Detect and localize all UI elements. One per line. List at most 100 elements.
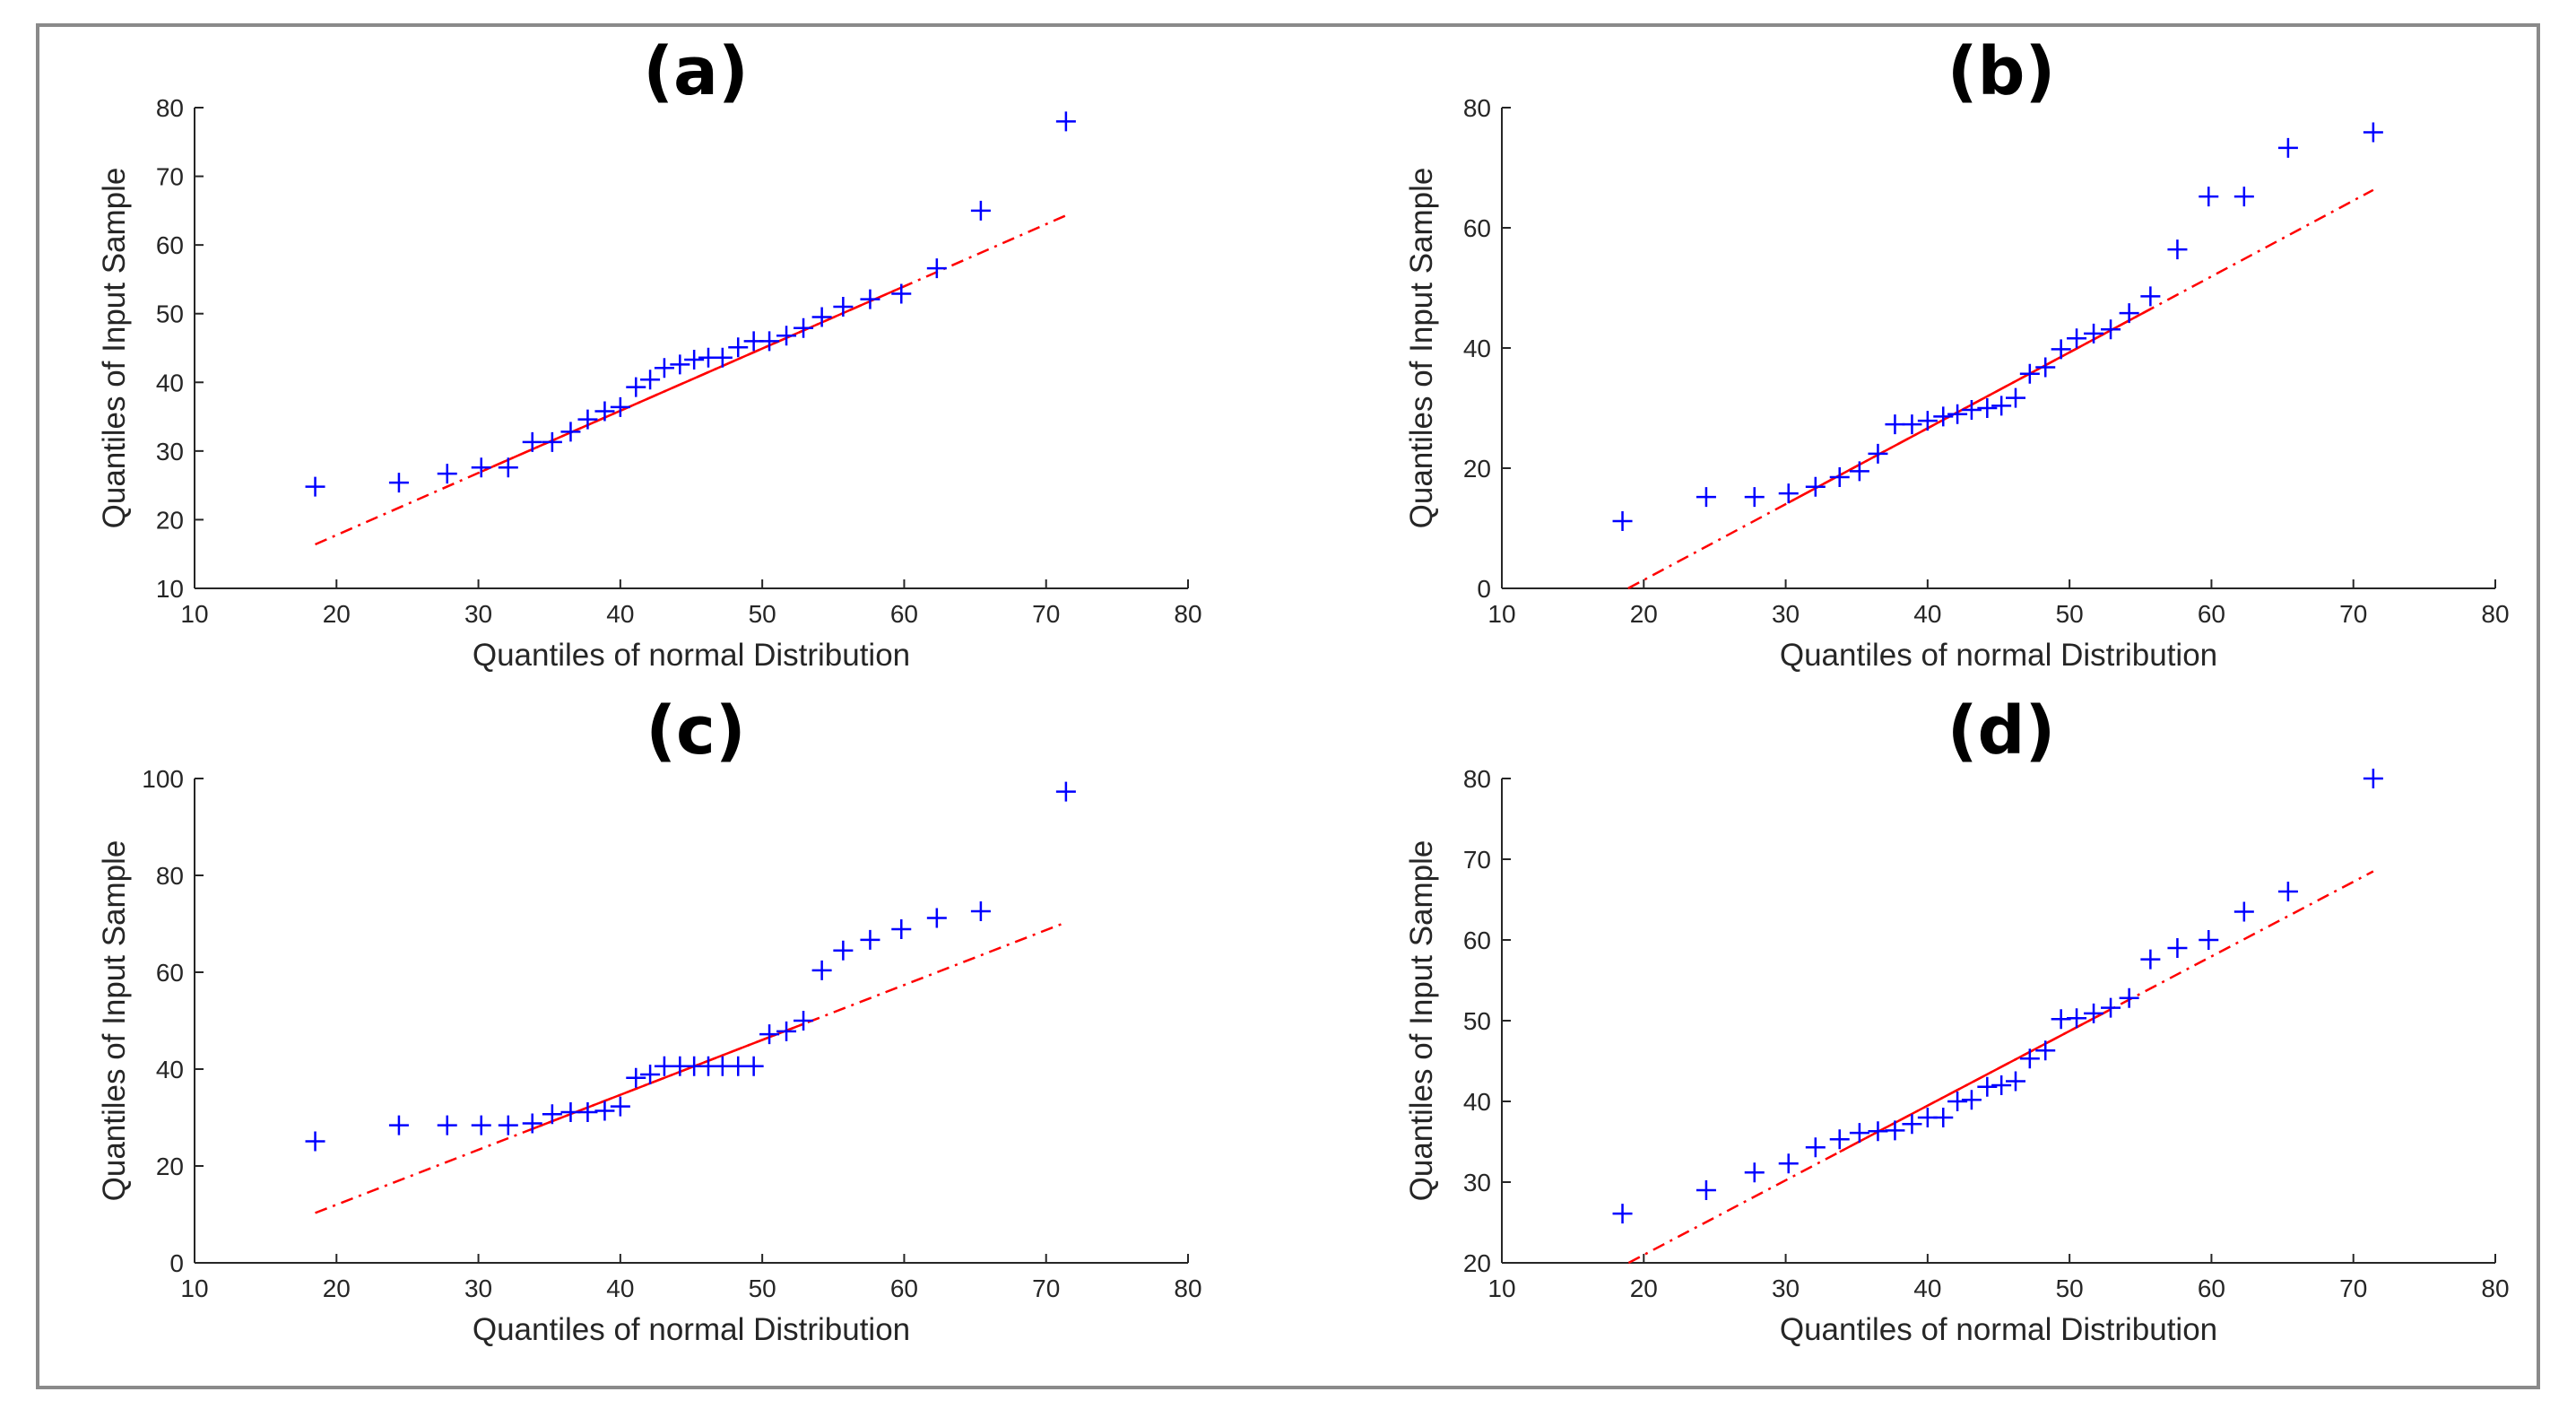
- data-point: [560, 1102, 581, 1123]
- data-point: [498, 1115, 518, 1135]
- y-tick-label: 70: [156, 163, 184, 191]
- data-point: [1849, 461, 1869, 482]
- data-point: [1868, 443, 1888, 464]
- data-point: [2199, 930, 2219, 950]
- y-tick-label: 40: [1463, 335, 1491, 362]
- data-point: [2167, 938, 2188, 958]
- y-tick-label: 50: [1463, 1007, 1491, 1035]
- y-tick-label: 60: [1463, 214, 1491, 242]
- y-tick-label: 80: [156, 94, 184, 122]
- x-tick-label: 40: [1913, 600, 1941, 628]
- data-point: [1612, 1204, 1633, 1224]
- data-point: [305, 476, 325, 497]
- data-point: [2005, 387, 2025, 408]
- data-point: [2005, 1071, 2025, 1092]
- data-point: [2199, 187, 2219, 207]
- data-point: [654, 358, 674, 378]
- data-point: [1696, 1180, 1716, 1200]
- panel-title: (b): [1947, 33, 2056, 110]
- data-point: [2140, 949, 2161, 970]
- data-point: [640, 1064, 661, 1084]
- data-point: [1055, 781, 1076, 802]
- x-tick-label: 20: [1630, 1274, 1658, 1302]
- data-point: [776, 326, 797, 346]
- x-tick-label: 60: [2198, 1274, 2225, 1302]
- data-point: [1055, 111, 1076, 132]
- data-point: [776, 1021, 797, 1041]
- data-point: [811, 960, 832, 980]
- data-point: [388, 1115, 409, 1135]
- data-point: [1778, 1153, 1799, 1174]
- data-point: [860, 929, 880, 950]
- y-tick-label: 40: [156, 1056, 184, 1083]
- panel-title: (a): [643, 33, 749, 110]
- data-point: [2101, 997, 2121, 1018]
- y-tick-label: 60: [1463, 926, 1491, 954]
- y-tick-label: 60: [156, 231, 184, 259]
- data-point: [2277, 882, 2298, 901]
- data-point: [1885, 1120, 1905, 1141]
- data-point: [2119, 303, 2139, 324]
- data-point: [684, 350, 705, 370]
- data-point: [1612, 510, 1633, 531]
- y-tick-label: 70: [1463, 846, 1491, 874]
- x-tick-label: 60: [890, 600, 918, 628]
- data-point: [1696, 487, 1716, 508]
- data-point: [2233, 901, 2254, 922]
- data-point: [1778, 483, 1799, 504]
- data-point: [1885, 414, 1905, 435]
- x-tick-label: 10: [180, 600, 208, 628]
- data-point: [2084, 1003, 2104, 1023]
- x-tick-label: 70: [1032, 1274, 1060, 1302]
- y-tick-label: 0: [1477, 575, 1491, 603]
- data-point: [670, 354, 690, 375]
- data-point: [2084, 323, 2104, 344]
- data-point: [970, 900, 991, 921]
- y-axis-label: Quantiles of Input Sample: [97, 168, 132, 529]
- data-point: [712, 347, 733, 368]
- y-tick-label: 20: [156, 506, 184, 534]
- x-tick-label: 10: [1487, 600, 1515, 628]
- data-point: [811, 307, 832, 327]
- x-tick-label: 80: [2481, 600, 2509, 628]
- reference-line-solid: [1788, 308, 2151, 504]
- data-point: [577, 1102, 598, 1123]
- data-point: [1744, 487, 1765, 508]
- data-point: [522, 1113, 542, 1134]
- x-tick-label: 50: [2056, 600, 2084, 628]
- x-axis-label: Quantiles of normal Distribution: [1780, 1312, 2217, 1347]
- y-tick-label: 0: [169, 1249, 184, 1277]
- y-tick-label: 30: [156, 438, 184, 465]
- data-point: [1902, 414, 1922, 435]
- x-tick-label: 80: [1174, 600, 1201, 628]
- data-point: [2101, 319, 2121, 340]
- x-tick-label: 70: [2339, 1274, 2367, 1302]
- x-tick-label: 60: [2198, 600, 2225, 628]
- y-tick-label: 80: [156, 862, 184, 890]
- data-point: [1805, 476, 1826, 497]
- data-point: [626, 1067, 646, 1088]
- data-point: [2019, 1048, 2040, 1069]
- x-tick-label: 70: [1032, 600, 1060, 628]
- data-point: [2035, 357, 2056, 378]
- x-tick-label: 10: [1487, 1274, 1515, 1302]
- data-point: [2035, 1040, 2056, 1061]
- data-point: [1947, 404, 1968, 424]
- data-point: [2233, 187, 2254, 207]
- data-point: [1868, 1121, 1888, 1142]
- x-tick-label: 40: [606, 600, 634, 628]
- y-tick-label: 40: [156, 369, 184, 396]
- data-point: [437, 464, 457, 484]
- data-point: [1933, 406, 1954, 427]
- x-tick-label: 30: [464, 1274, 492, 1302]
- x-axis-label: Quantiles of normal Distribution: [473, 638, 910, 673]
- subplot-c: (c) 10 20 30 40 50 60 70 80 0 20 40 60 80 100 Quantiles…: [97, 692, 1202, 1347]
- y-tick-label: 80: [1463, 765, 1491, 793]
- data-point: [626, 377, 646, 397]
- data-point: [2119, 987, 2139, 1008]
- data-point: [437, 1115, 457, 1135]
- reference-line-dashdot: [315, 921, 1067, 1214]
- data-point: [833, 297, 854, 318]
- data-point: [2051, 339, 2071, 360]
